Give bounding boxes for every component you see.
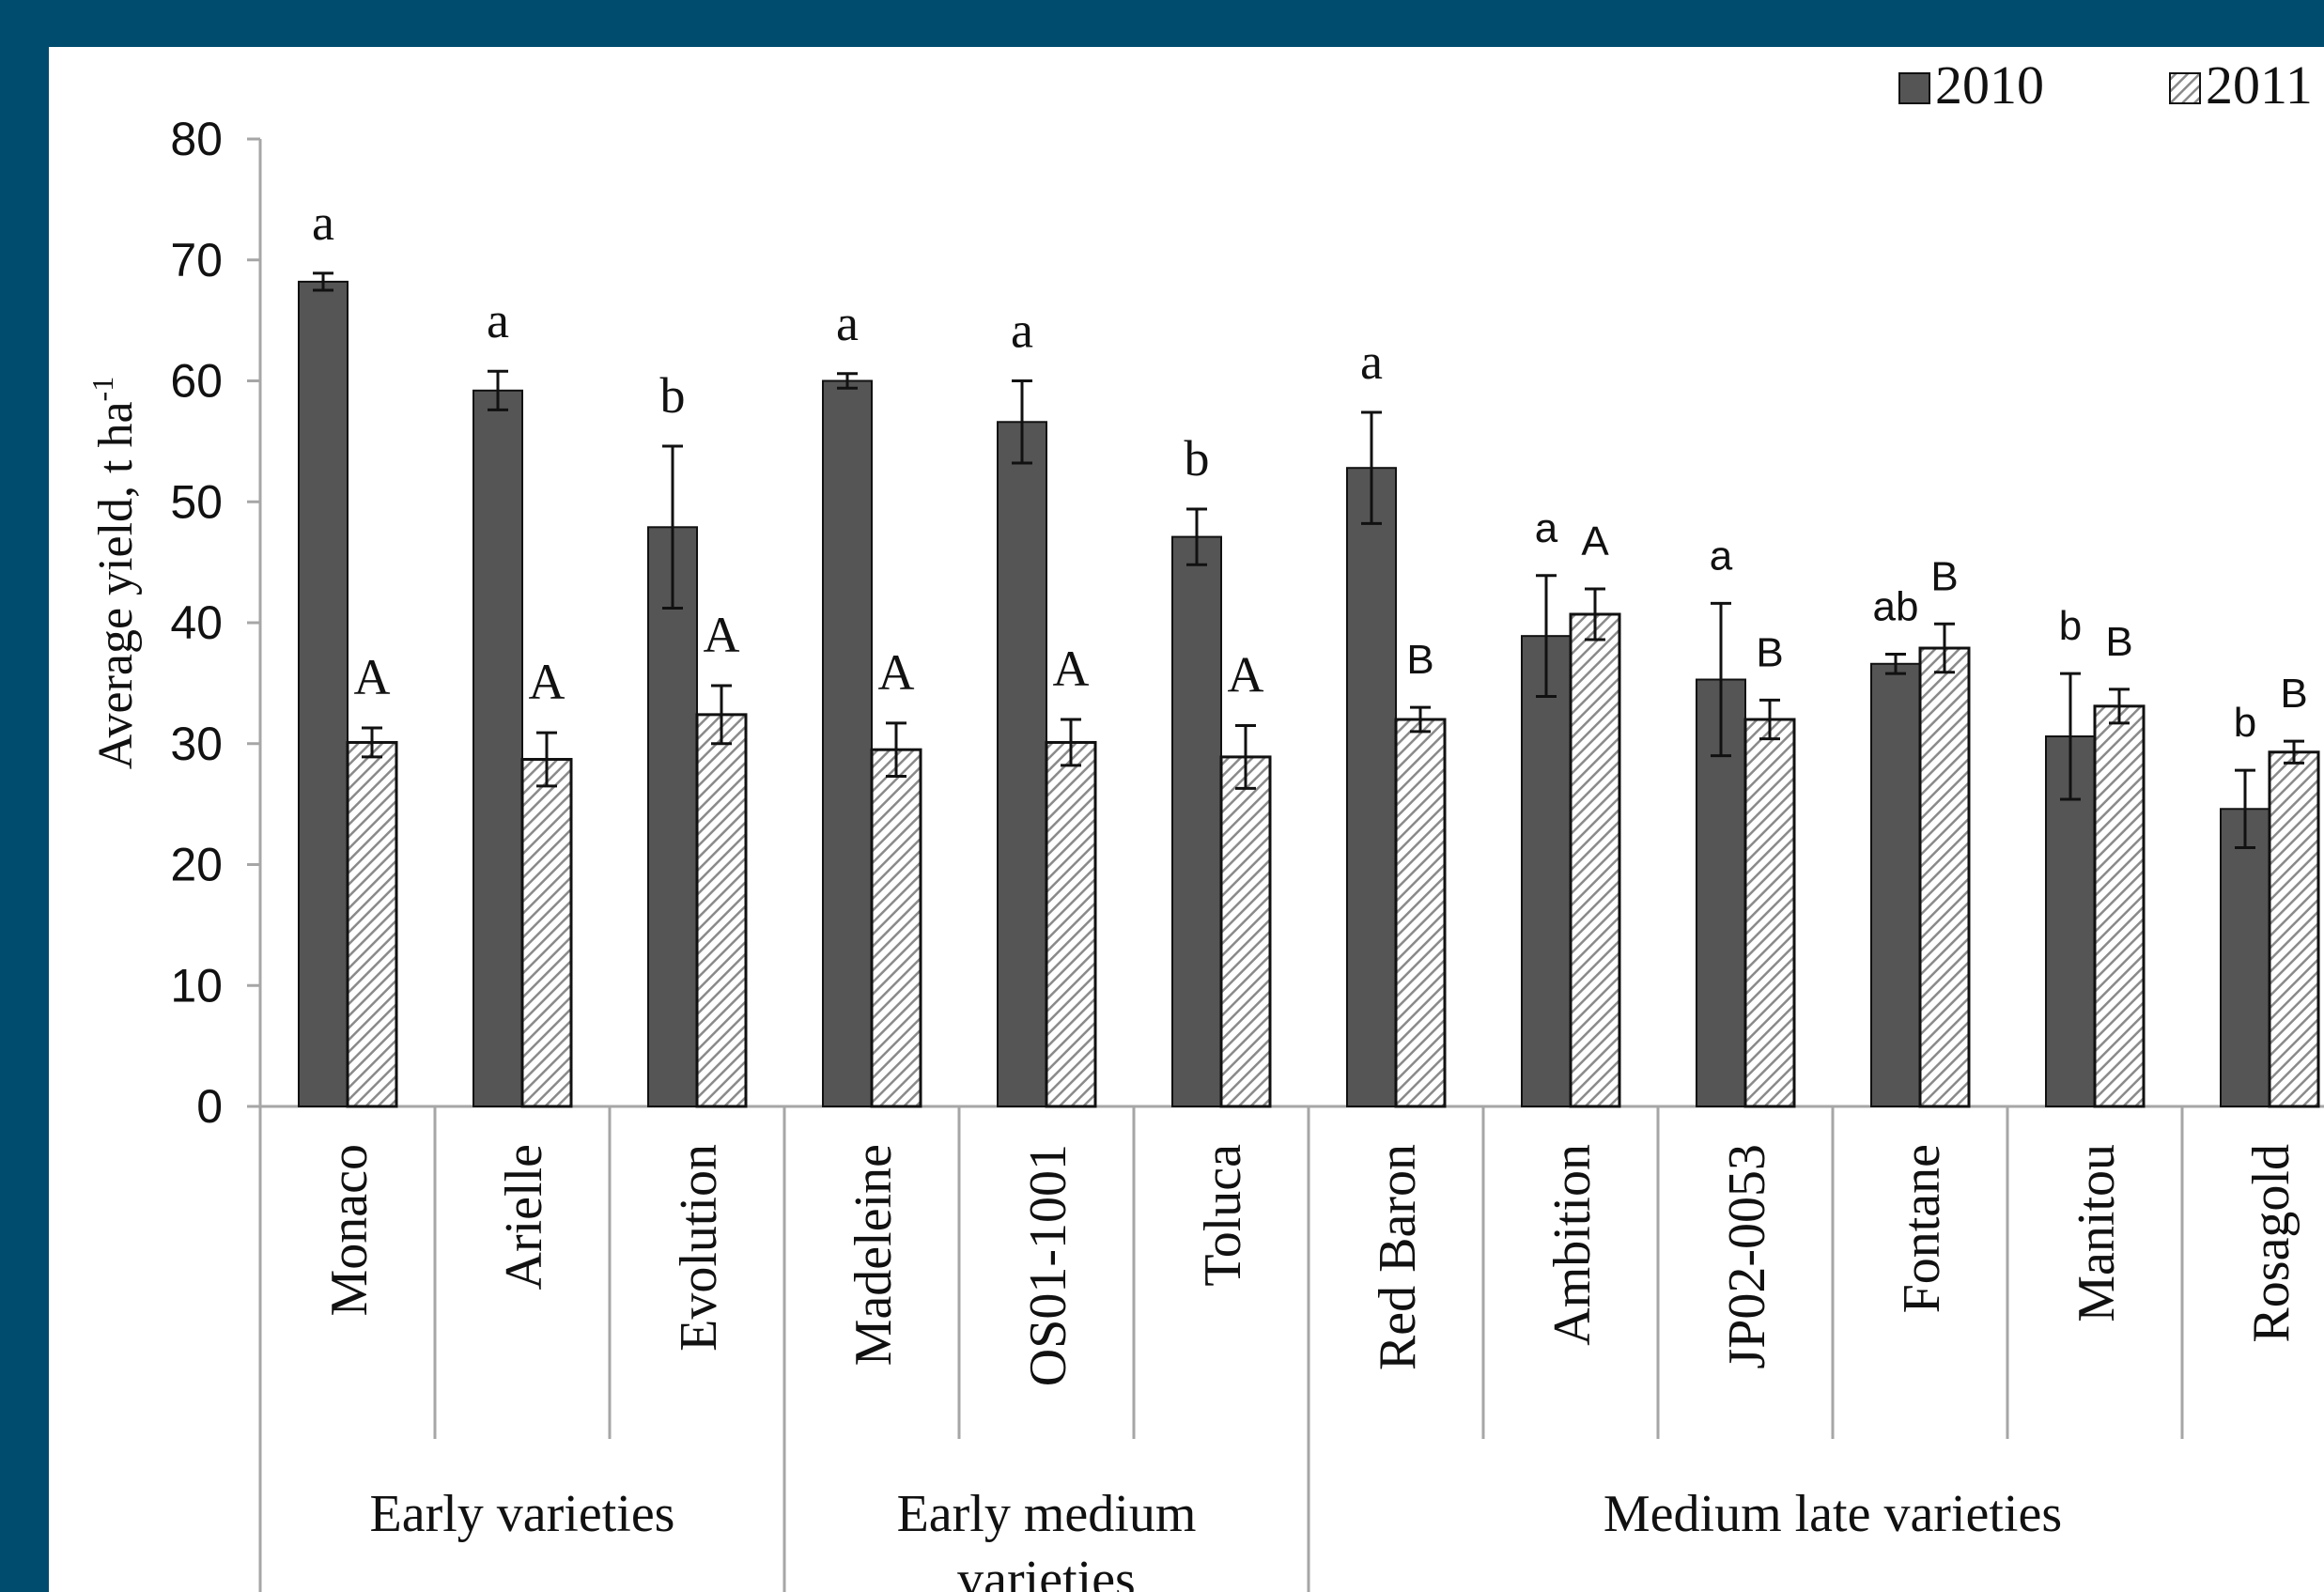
significance-letter-2010: ab [1873,583,1919,629]
significance-letter-2011: A [529,654,566,710]
category-label: OS01-1001 [1019,1144,1077,1386]
plot-area: 0 10 20 30 40 50 60 70 80 Average yield, t ha-1 a… [49,47,2324,1592]
bar-2010 [647,526,698,1108]
category-label: Madeleine [844,1144,903,1366]
significance-letter-2011: A [354,649,391,705]
bar-2011 [1219,755,1272,1108]
bar-2011 [1743,718,1796,1108]
bar-2010 [298,280,349,1108]
significance-letter-2010: b [2059,603,2082,649]
bar-2011 [1918,646,1971,1108]
bar-2011 [1045,740,1097,1108]
category-label: Arielle [495,1144,553,1290]
bar-2010 [822,379,873,1107]
bar-2011 [1394,718,1447,1108]
category-label: Toluca [1194,1144,1252,1287]
bar-2010 [2220,808,2270,1108]
significance-letter-2010: a [1535,505,1558,551]
bar-2010 [1346,467,1397,1107]
significance-letter-2011: B [1756,629,1783,675]
significance-letter-2010: a [1360,333,1383,390]
bar-2010 [1870,662,1921,1108]
significance-letter-2011: A [1581,518,1609,564]
category-label: Manitou [2068,1144,2126,1322]
bar-2010 [997,421,1047,1107]
category-label: Fontane [1893,1144,1951,1313]
significance-letter-2010: b [2234,700,2256,746]
bar-2011 [870,748,922,1108]
y-tick-label: 40 [170,596,223,649]
labels: aAMonacoaAAriellebAEvolutionaAMadeleinea… [312,194,2308,1592]
y-tick-label: 50 [170,475,223,528]
significance-letter-2010: a [836,295,859,351]
significance-letter-2010: a [1710,533,1733,579]
y-axis-title-text: Average yield, t ha [89,401,143,769]
y-tick-label: 20 [170,839,223,891]
significance-letter-2011: B [1930,553,1958,599]
significance-letter-2011: B [2105,619,2132,665]
legend: 2010 2011 [1898,54,2313,116]
group-label: Medium late varieties [1604,1485,2062,1543]
category-label: Evolution [670,1144,728,1352]
significance-letter-2010: a [1011,302,1033,359]
y-axis-title-sup: -1 [85,377,119,402]
significance-letter-2011: B [1406,637,1433,683]
bar-2010 [1171,535,1222,1107]
axes: 0 10 20 30 40 50 60 70 80 Average yield, t ha-1 [85,113,2324,1592]
y-tick-label: 60 [170,355,223,408]
significance-letter-2011: A [1053,641,1090,697]
category-label: Red Baron [1369,1144,1427,1370]
category-label: Monaco [320,1144,379,1317]
significance-letter-2011: A [878,644,915,701]
y-axis-title: Average yield, t ha-1 [85,377,143,769]
y-tick-label: 80 [170,113,223,165]
significance-letter-2010: b [1185,430,1210,487]
category-label: Ambition [1543,1144,1602,1346]
significance-letter-2010: a [312,194,334,251]
significance-letter-2011: B [2280,671,2307,717]
category-label: Rosagold [2242,1144,2301,1343]
bar-2010 [1521,635,1572,1107]
significance-letter-2010: b [660,367,686,424]
yield-bar-chart: 0 10 20 30 40 50 60 70 80 Average yield, t ha-1 a… [85,54,2324,1592]
y-tick-label: 70 [170,234,223,286]
legend-swatch-2011 [2169,72,2201,104]
group-label: Early medium [897,1485,1197,1543]
bar-2011 [695,713,748,1108]
bar-2011 [2093,704,2146,1108]
group-label: Early varieties [370,1485,675,1543]
y-tick-label: 10 [170,959,223,1012]
legend-label-2011: 2011 [2206,54,2313,116]
y-tick-label: 30 [170,718,223,770]
y-tick-label: 0 [196,1080,223,1133]
legend-label-2010: 2010 [1935,54,2044,116]
legend-swatch-2010 [1898,72,1930,104]
bar-2010 [473,389,523,1107]
significance-letter-2011: A [704,607,740,663]
group-label: varieties [957,1551,1136,1592]
significance-letter-2011: A [1228,646,1264,703]
bar-2011 [2268,750,2320,1108]
significance-letter-2010: a [487,292,509,348]
bar-2011 [520,757,573,1108]
bar-2011 [346,740,398,1108]
bar-2011 [1569,612,1621,1108]
bars [298,271,2320,1108]
category-label: JP02-0053 [1718,1144,1776,1369]
